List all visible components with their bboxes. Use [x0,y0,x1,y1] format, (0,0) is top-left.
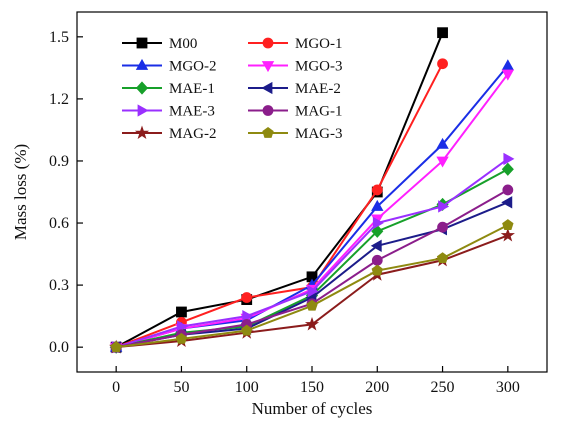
point-mgo-2-250 [436,137,449,149]
y-tick-label-5: 1.5 [49,29,69,46]
point-mae-2-200 [370,239,382,252]
y-tick-label-3: 0.9 [49,153,69,170]
y-tick-label-2: 0.6 [49,215,69,232]
legend-item-mag-3: MAG-3 [248,126,343,142]
legend-item-mgo-2: MGO-2 [122,59,217,75]
legend-label-mag-1: MAG-1 [295,104,343,120]
point-mae-3-300 [503,152,515,166]
y-tick-label-4: 1.2 [49,91,69,108]
legend-marker-mgo-3 [261,61,275,73]
point-mag-3-50 [175,332,188,344]
point-mae-3-250 [438,200,450,213]
legend-label-mgo-1: MGO-1 [295,36,343,52]
point-mae-2-300 [501,196,513,209]
point-mag-1-300 [502,184,514,196]
legend-item-m00: M00 [122,36,197,52]
point-mgo-1-200 [371,184,383,196]
point-mag-2-300 [500,227,515,242]
point-mgo-1-250 [437,58,448,70]
x-tick-label-100: 100 [235,379,259,396]
point-mag-1-250 [437,221,448,233]
legend-marker-mag-1 [262,105,274,116]
series-mag-3 [110,219,514,353]
point-mgo-2-300 [501,59,515,71]
point-mae-3-50 [177,320,189,333]
axes: 0 50 100 150 200 250 300 0.0 0.3 0.6 0.9 1.2 1.5 [49,11,548,396]
x-tick-label-300: 300 [496,379,520,396]
legend-item-mae-1: MAE-1 [122,81,215,97]
legend-marker-mag-3 [262,127,274,138]
point-mag-3-100 [241,324,253,336]
y-axis-label: Mass loss (%) [11,144,30,240]
legend-marker-mae-3 [137,104,149,117]
legend-item-mae-3: MAE-3 [122,104,215,120]
legend-label-mae-1: MAE-1 [169,81,215,97]
point-mag-1-200 [371,254,383,266]
legend-label-mgo-2: MGO-2 [169,59,217,75]
point-mgo-3-300 [501,69,515,81]
point-mag-3-250 [436,252,449,264]
series-mgo-1 [110,58,448,353]
y-tick-label-0: 0.0 [49,339,69,356]
x-tick-label-0: 0 [112,379,120,396]
point-mae-3-200 [372,216,384,230]
point-mae-1-300 [501,162,514,176]
series-mae-3 [111,152,515,354]
legend-marker-mag-2 [134,125,150,140]
point-mae-3-100 [242,309,254,323]
x-tick-label-150: 150 [300,379,324,396]
point-mag-3-200 [371,264,383,276]
x-tick-label-50: 50 [173,379,189,396]
legend-item-mgo-1: MGO-1 [248,36,343,52]
point-mgo-3-250 [436,156,449,168]
legend-marker-mae-2 [261,81,273,95]
point-mgo-2-200 [371,199,384,211]
point-mae-1-200 [371,224,384,238]
point-mag-3-300 [502,219,514,230]
legend-marker-mae-1 [135,81,149,95]
point-mag-3-0 [110,341,122,353]
point-mag-2-150 [304,316,320,331]
legend-item-mag-1: MAG-1 [248,104,343,120]
series-layer [109,27,515,354]
legend-label-mag-2: MAG-2 [169,126,217,142]
x-tick-label-250: 250 [431,379,455,396]
point-m00-250 [437,27,448,39]
legend-marker-mgo-1 [262,37,274,49]
legend-item-mae-2: MAE-2 [248,81,341,97]
legend-label-mgo-3: MGO-3 [295,59,343,75]
series-line-mgo-1 [115,63,444,349]
legend-label-mag-3: MAG-3 [295,126,343,142]
legend: M00 MGO-1 MGO-2 MGO-3 MAE-1 MAE-2 MAE-3 MAG-1 MA… [122,36,343,142]
legend-item-mgo-3: MGO-3 [248,59,343,75]
legend-label-mae-3: MAE-3 [169,104,215,120]
y-tick-label-1: 0.3 [49,277,69,294]
point-mag-3-150 [306,299,318,311]
legend-marker-m00 [136,37,148,49]
series-line-m00 [115,32,444,349]
legend-label-mae-2: MAE-2 [295,81,341,97]
legend-item-mag-2: MAG-2 [122,125,217,142]
x-axis-label: Number of cycles [252,399,373,418]
point-m00-50 [176,306,187,318]
legend-label-m00: M00 [169,36,197,52]
point-mae-3-150 [307,285,319,298]
x-tick-label-200: 200 [365,379,389,396]
point-mgo-1-100 [241,292,253,303]
legend-marker-mgo-2 [135,58,149,70]
